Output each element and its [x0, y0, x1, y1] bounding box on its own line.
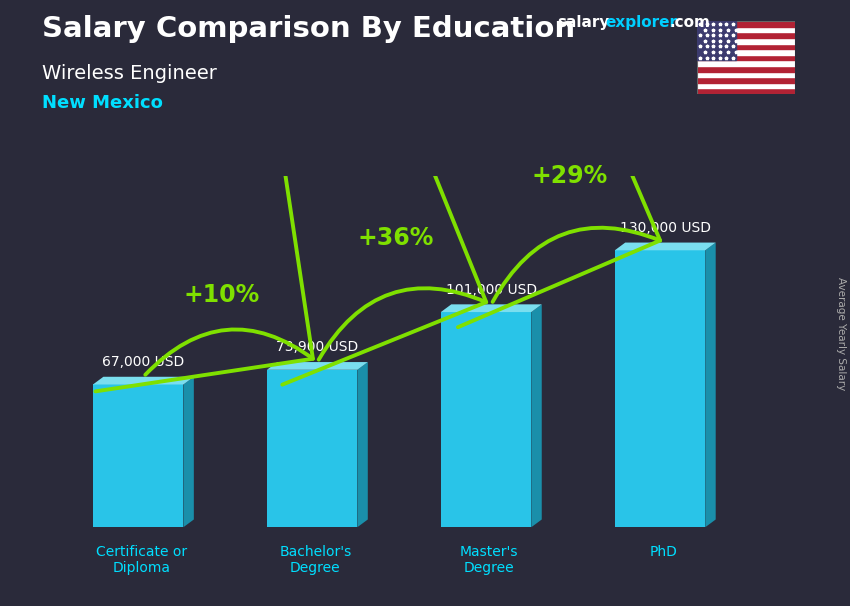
Bar	[697, 21, 795, 27]
Bar	[697, 66, 795, 72]
Bar	[697, 55, 795, 61]
Polygon shape	[184, 377, 194, 527]
FancyArrowPatch shape	[95, 141, 313, 391]
FancyArrowPatch shape	[282, 98, 486, 385]
Bar	[697, 27, 795, 32]
Text: +36%: +36%	[358, 225, 434, 250]
Polygon shape	[267, 362, 368, 370]
Text: +29%: +29%	[531, 164, 608, 188]
Text: Salary Comparison By Education: Salary Comparison By Education	[42, 15, 575, 43]
Text: Master's
Degree: Master's Degree	[460, 545, 518, 575]
Text: PhD: PhD	[649, 545, 677, 559]
FancyArrowPatch shape	[458, 38, 660, 327]
Bar	[697, 83, 795, 88]
Polygon shape	[357, 362, 368, 527]
Text: +10%: +10%	[184, 283, 260, 307]
Bar	[697, 72, 795, 77]
Text: 73,900 USD: 73,900 USD	[276, 341, 359, 355]
Text: 67,000 USD: 67,000 USD	[102, 355, 184, 369]
Text: explorer: explorer	[605, 15, 677, 30]
Polygon shape	[441, 312, 531, 527]
Text: salary: salary	[557, 15, 609, 30]
Text: Bachelor's
Degree: Bachelor's Degree	[279, 545, 351, 575]
Bar	[697, 32, 795, 38]
Polygon shape	[267, 370, 357, 527]
Polygon shape	[531, 304, 541, 527]
Text: Wireless Engineer: Wireless Engineer	[42, 64, 218, 82]
Bar	[697, 44, 795, 49]
Text: 130,000 USD: 130,000 USD	[620, 221, 711, 235]
Bar	[697, 21, 736, 61]
Bar	[697, 49, 795, 55]
Bar	[697, 61, 795, 66]
Polygon shape	[615, 242, 716, 250]
Polygon shape	[93, 384, 184, 527]
Text: New Mexico: New Mexico	[42, 94, 163, 112]
Polygon shape	[615, 250, 706, 527]
Polygon shape	[93, 377, 194, 384]
Bar	[697, 88, 795, 94]
Polygon shape	[706, 242, 716, 527]
Text: Certificate or
Diploma: Certificate or Diploma	[96, 545, 187, 575]
Text: Average Yearly Salary: Average Yearly Salary	[836, 277, 846, 390]
Bar	[697, 38, 795, 44]
Bar	[697, 77, 795, 83]
Text: .com: .com	[670, 15, 711, 30]
Polygon shape	[441, 304, 541, 312]
Text: 101,000 USD: 101,000 USD	[445, 282, 537, 296]
